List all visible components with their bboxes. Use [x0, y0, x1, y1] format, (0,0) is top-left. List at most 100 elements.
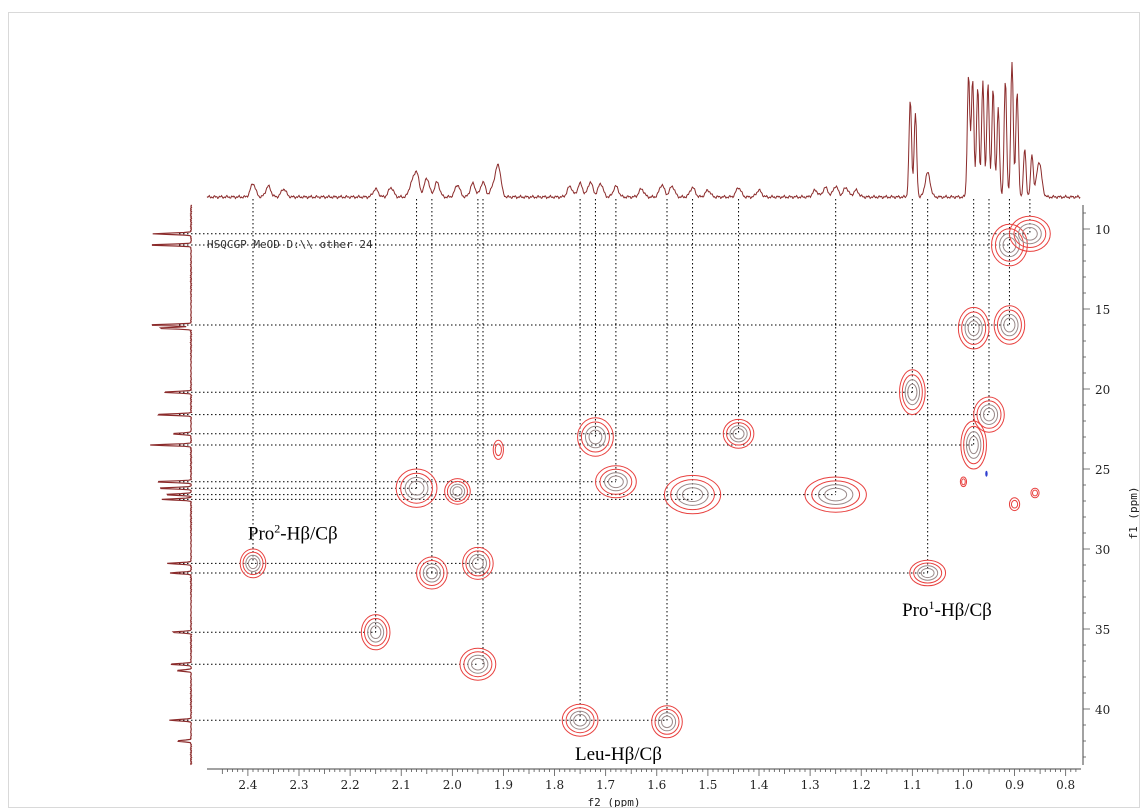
contour-level: [580, 421, 610, 453]
x-tick-label: 1.3: [801, 778, 820, 792]
contour-level: [729, 425, 748, 443]
contour-level: [594, 465, 637, 499]
contour-level: [494, 443, 502, 457]
contour-level: [964, 316, 983, 341]
contour-level: [913, 562, 943, 584]
contour-level: [463, 651, 493, 678]
contour-level: [471, 557, 484, 570]
x-tick-label: 1.5: [698, 778, 717, 792]
cross-peak: [651, 705, 683, 739]
x-tick-label: 2.1: [392, 778, 411, 792]
spectrum-window: 2.4 2.3 2.2 2.1 2.0 1.9 1.8 1.7 1.6 1.5 1.4 1.3 1.2 1…: [8, 12, 1140, 808]
contour-level: [239, 548, 267, 579]
cross-peak: [909, 559, 947, 587]
x-tick-label: 1.1: [903, 778, 922, 792]
x-tick-label: 1.2: [852, 778, 871, 792]
contour-level: [904, 379, 921, 406]
cross-peak: [722, 418, 755, 449]
contour-level: [492, 439, 504, 460]
cross-peak: [957, 306, 990, 350]
cross-peak: [594, 465, 637, 499]
contour-level: [959, 476, 968, 488]
cross-peak: [1030, 487, 1040, 499]
contour-level: [363, 618, 388, 647]
peak-annotation: Leu-Hβ/Cβ: [575, 744, 662, 765]
contour-level: [603, 472, 628, 492]
contour-level: [1013, 219, 1047, 249]
contour-level: [681, 487, 704, 503]
contour-level: [422, 563, 441, 583]
contour-level: [565, 707, 595, 734]
contour-level: [369, 625, 382, 640]
y-tick-label: 15: [1095, 303, 1110, 317]
x-tick-label: 0.9: [1005, 778, 1024, 792]
contour-level: [961, 311, 987, 345]
contour-level: [446, 480, 468, 502]
y-tick-label: 40: [1095, 703, 1110, 717]
peak-annotation: Pro2-Hβ/Cβ: [248, 521, 338, 544]
cross-peak: [462, 546, 494, 580]
contour-level: [979, 404, 999, 426]
contour-level: [242, 551, 264, 576]
contour-level: [654, 708, 680, 735]
contour-level: [404, 476, 429, 500]
contour-level: [899, 369, 926, 416]
contour-level: [651, 705, 683, 739]
contour-level: [961, 478, 966, 486]
contour-level: [360, 614, 391, 651]
x-tick-label: 0.8: [1056, 778, 1075, 792]
contour-level: [1008, 215, 1051, 252]
contour-level: [726, 422, 752, 446]
contour-level: [804, 476, 867, 513]
hsqc-spectrum-chart: 2.4 2.3 2.2 2.1 2.0 1.9 1.8 1.7 1.6 1.5 1.4 1.3 1.2 1…: [150, 61, 1139, 807]
contour-level: [907, 383, 918, 401]
contour-level: [588, 429, 603, 445]
y-axis-label: f1 (ppm): [1127, 487, 1139, 540]
cross-peak: [239, 548, 267, 579]
cross-peak: [1008, 215, 1051, 252]
x-tick-label: 2.0: [443, 778, 462, 792]
contour-level: [467, 654, 489, 674]
cross-peak: [899, 369, 926, 416]
x-tick-label: 2.3: [289, 778, 308, 792]
peak-annotation: Pro1-Hβ/Cβ: [902, 598, 992, 621]
contour-level: [957, 306, 990, 350]
contour-level: [470, 657, 485, 671]
contour-level: [824, 487, 848, 502]
contour-level: [245, 554, 261, 573]
contour-level: [584, 425, 606, 449]
contour-level: [676, 483, 709, 506]
contour-level: [993, 305, 1026, 345]
contour-level: [661, 715, 673, 729]
contour-level: [247, 557, 259, 570]
x-tick-label: 2.2: [341, 778, 360, 792]
contour-level: [607, 475, 624, 489]
contour-level: [395, 468, 438, 508]
cross-peak: [459, 647, 497, 681]
guide-lines: [179, 199, 1031, 722]
contour-level: [963, 425, 985, 465]
axes: 2.4 2.3 2.2 2.1 2.0 1.9 1.8 1.7 1.6 1.5 1.4 1.3 1.2 1…: [207, 205, 1110, 792]
contour-level: [425, 566, 438, 580]
contour-level: [599, 468, 633, 495]
x-tick-label: 1.4: [749, 778, 768, 792]
contour-level: [462, 546, 494, 580]
contour-level: [1000, 313, 1019, 337]
contour-level: [657, 712, 677, 732]
contour-level: [1030, 487, 1040, 499]
cross-peaks: [239, 215, 1051, 739]
contour-level: [1032, 489, 1038, 497]
contour-level: [920, 567, 935, 579]
cross-peak: [663, 474, 722, 515]
negative-peak: [985, 470, 988, 477]
contour-level: [468, 553, 487, 573]
contour-level: [909, 559, 947, 587]
contour-level: [968, 435, 979, 455]
contour-level: [670, 479, 715, 511]
contour-level: [573, 713, 588, 727]
cross-peak: [960, 420, 987, 470]
contour-level: [722, 418, 755, 449]
contour-level: [732, 428, 745, 440]
f1-projection-trace: [150, 204, 193, 766]
cross-peak: [561, 703, 599, 737]
